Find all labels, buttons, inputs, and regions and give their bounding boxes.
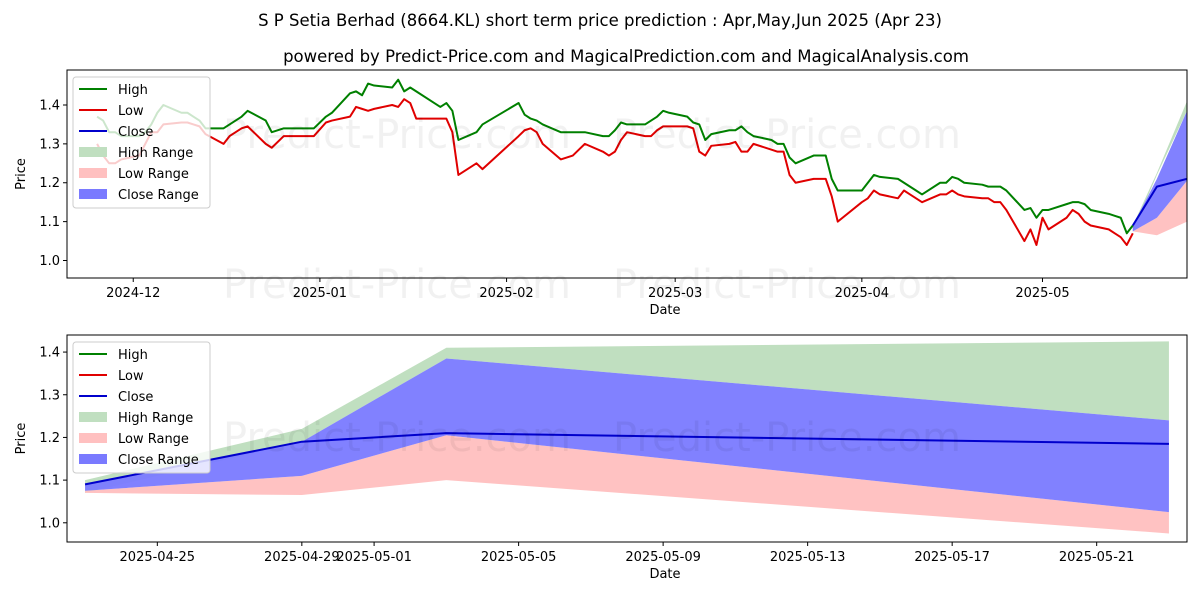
legend-label-low: Low <box>118 104 144 119</box>
legend-label-low: Low <box>118 369 144 384</box>
legend-swatch-low-range <box>79 168 107 178</box>
series-line-low <box>96 98 1134 246</box>
legend-label-high: High <box>118 83 148 98</box>
legend-swatch-high-range <box>79 147 107 157</box>
plot-area-1 <box>96 78 1187 246</box>
y-tick-label: 1.2 <box>39 431 60 446</box>
legend-label-close-range: Close Range <box>118 188 199 203</box>
x-tick-label: 2025-02 <box>479 286 533 301</box>
legend-swatch-close-range <box>79 454 107 464</box>
chart-subtitle: powered by Predict-Price.com and Magical… <box>283 47 969 66</box>
x-tick-label: 2025-05-09 <box>625 550 701 565</box>
y-tick-label: 1.3 <box>39 137 60 152</box>
range-band-high-range <box>85 341 1169 493</box>
legend-swatch-low-range <box>79 433 107 443</box>
legend-label-low-range: Low Range <box>118 167 189 182</box>
watermark-2-1-2: Predict-Price.com <box>613 415 961 461</box>
watermark-1-1-2: Predict-Price.com <box>613 112 961 158</box>
range-band-high-range <box>1132 101 1187 232</box>
x-axis-label: Date <box>649 303 680 318</box>
range-band-low-range <box>85 435 1169 534</box>
watermark-1-2-2: Predict-Price.com <box>613 262 961 308</box>
y-tick-label: 1.0 <box>39 254 60 269</box>
legend-label-high: High <box>118 348 148 363</box>
legend-box <box>72 341 211 474</box>
y-tick-label: 1.4 <box>39 346 60 361</box>
y-tick-label: 1.2 <box>39 176 60 191</box>
legend-label-high-range: High Range <box>118 146 193 161</box>
x-tick-label: 2025-04-25 <box>120 550 196 565</box>
plot-frame-1 <box>66 69 1188 279</box>
x-tick-label: 2025-05-21 <box>1059 550 1135 565</box>
x-tick-label: 2025-05-01 <box>336 550 412 565</box>
legend-swatch-high-range <box>79 412 107 422</box>
y-axis-label: Price <box>14 158 29 190</box>
x-tick-label: 2025-01 <box>293 286 347 301</box>
legend-label-high-range: High Range <box>118 411 193 426</box>
watermark-1-1-1: Predict-Price.com <box>223 112 571 158</box>
y-axis-label: Price <box>14 423 29 455</box>
x-tick-label: 2025-04 <box>835 286 889 301</box>
legend-label-low-range: Low Range <box>118 432 189 447</box>
legend-label-close: Close <box>118 390 153 405</box>
x-axis-label: Date <box>649 567 680 582</box>
x-tick-label: 2025-04-29 <box>264 550 340 565</box>
x-tick-label: 2025-05 <box>1015 286 1069 301</box>
series-line-close <box>1131 177 1187 227</box>
watermark-2-1-1: Predict-Price.com <box>223 415 571 461</box>
y-tick-label: 1.0 <box>39 516 60 531</box>
range-band-close-range <box>1132 110 1187 232</box>
x-tick-label: 2025-03 <box>648 286 702 301</box>
series-line-high <box>96 78 1134 235</box>
x-tick-label: 2024-12 <box>106 286 160 301</box>
y-tick-label: 1.1 <box>39 215 60 230</box>
legend-swatch-close-range <box>79 189 107 199</box>
range-band-low-range <box>1132 180 1187 236</box>
legend-label-close-range: Close Range <box>118 453 199 468</box>
y-tick-label: 1.1 <box>39 474 60 489</box>
legend-box <box>72 76 211 209</box>
plot-frame-2 <box>66 334 1188 543</box>
x-tick-label: 2025-05-17 <box>914 550 990 565</box>
watermark-1-2-1: Predict-Price.com <box>223 262 571 308</box>
legend-label-close: Close <box>118 125 153 140</box>
y-tick-label: 1.4 <box>39 98 60 113</box>
y-tick-label: 1.3 <box>39 388 60 403</box>
x-tick-label: 2025-05-13 <box>770 550 846 565</box>
x-tick-label: 2025-05-05 <box>481 550 557 565</box>
chart-title: S P Setia Berhad (8664.KL) short term pr… <box>258 11 942 30</box>
